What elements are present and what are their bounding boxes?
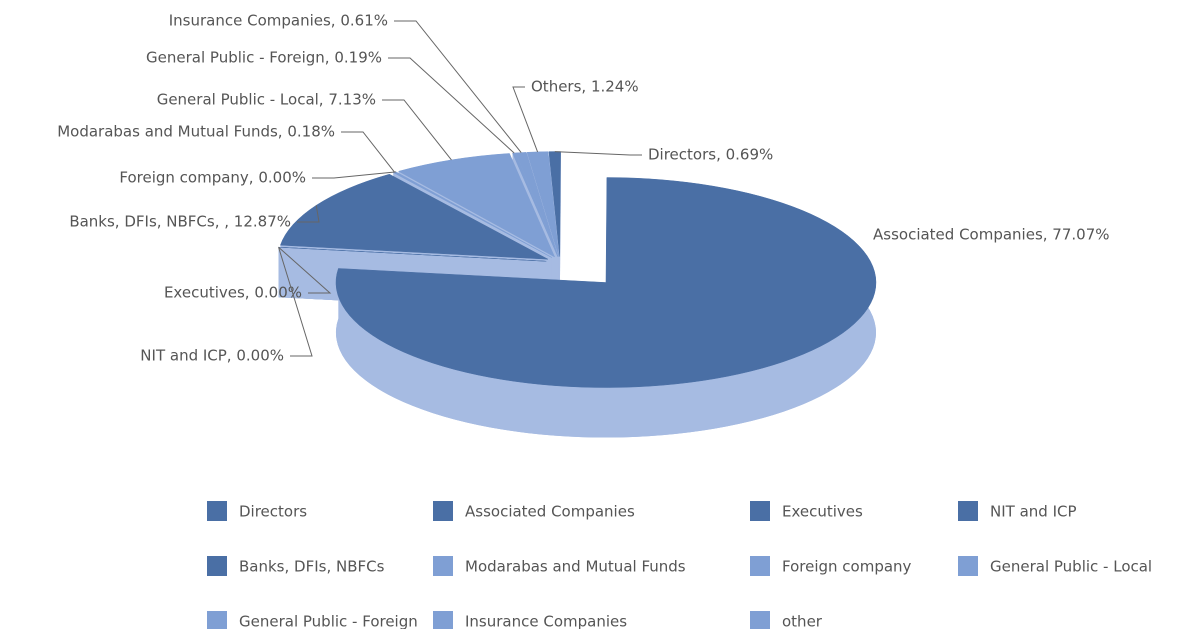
legend-label: NIT and ICP xyxy=(990,503,1077,521)
legend-swatch xyxy=(207,611,227,629)
data-label: Insurance Companies, 0.61% xyxy=(169,12,388,30)
slice xyxy=(526,151,560,257)
legend-swatch xyxy=(433,501,453,521)
leader-line xyxy=(394,20,522,153)
legend-swatch xyxy=(207,556,227,576)
legend-swatch xyxy=(750,501,770,521)
legend-label: Banks, DFIs, NBFCs xyxy=(239,558,385,576)
data-label: General Public - Foreign, 0.19% xyxy=(146,49,382,67)
legend-label: other xyxy=(782,613,823,629)
leader-line xyxy=(341,131,395,173)
slice xyxy=(335,177,877,388)
legend-swatch xyxy=(207,501,227,521)
data-label: Associated Companies, 77.07% xyxy=(873,226,1110,244)
leader-line xyxy=(382,99,452,161)
leader-line xyxy=(312,171,396,179)
slice-group xyxy=(335,177,877,438)
legend-swatch xyxy=(750,611,770,629)
slice xyxy=(397,153,556,258)
data-label: Modarabas and Mutual Funds, 0.18% xyxy=(57,123,335,141)
legend-swatch xyxy=(958,556,978,576)
legend-label: Associated Companies xyxy=(465,503,635,521)
data-label: Directors, 0.69% xyxy=(648,146,773,164)
legend-label: Insurance Companies xyxy=(465,613,627,629)
data-label: General Public - Local, 7.13% xyxy=(157,91,376,109)
leader-line xyxy=(512,86,539,153)
leader-line xyxy=(554,151,642,156)
legend-swatch xyxy=(433,611,453,629)
leader-line xyxy=(278,246,332,294)
legend-swatch xyxy=(750,556,770,576)
legend-label: Foreign company xyxy=(782,558,912,576)
data-label: NIT and ICP, 0.00% xyxy=(140,347,284,365)
legend-label: General Public - Local xyxy=(990,558,1152,576)
legend-swatch xyxy=(958,501,978,521)
data-label: Others, 1.24% xyxy=(531,78,639,96)
legend-label: Executives xyxy=(782,503,863,521)
legend-swatch xyxy=(433,556,453,576)
data-label: Banks, DFIs, NBFCs, , 12.87% xyxy=(69,213,291,231)
legend-label: General Public - Foreign xyxy=(239,613,418,629)
leader-line xyxy=(388,57,515,154)
legend-label: Directors xyxy=(239,503,307,521)
leader-line xyxy=(297,205,320,223)
leader-line xyxy=(278,247,313,357)
data-label: Foreign company, 0.00% xyxy=(119,169,306,187)
legend-label: Modarabas and Mutual Funds xyxy=(465,558,686,576)
data-label: Executives, 0.00% xyxy=(164,284,302,302)
